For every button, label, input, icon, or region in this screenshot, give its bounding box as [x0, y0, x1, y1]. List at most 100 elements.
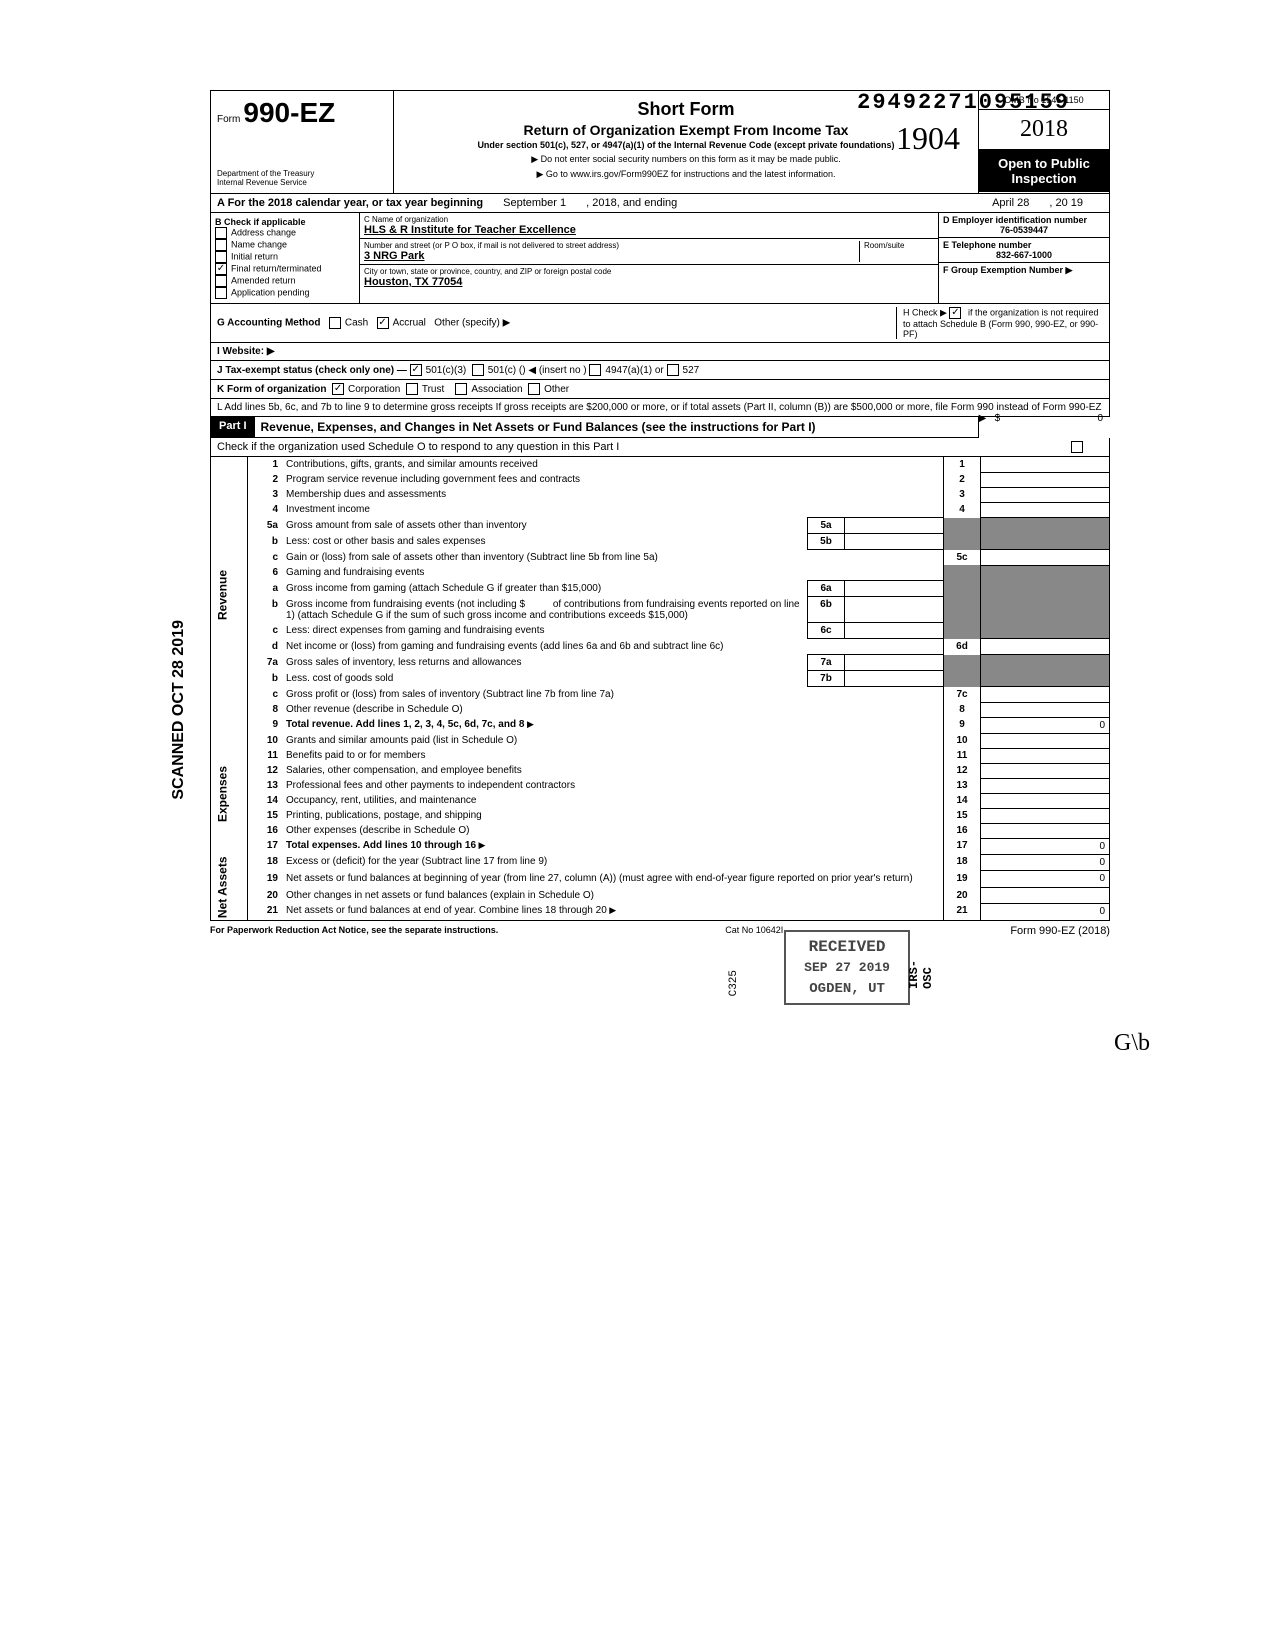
line-5c: Gain or (loss) from sale of assets other…: [282, 550, 944, 566]
chk-4947[interactable]: [589, 364, 601, 376]
chk-amended-label: Amended return: [231, 275, 296, 285]
org-name-label: C Name of organization: [364, 215, 934, 224]
line-19: Net assets or fund balances at beginning…: [282, 871, 944, 888]
value-19: 0: [981, 871, 1110, 888]
chk-501c-label: 501(c) (: [488, 365, 522, 376]
section-b: B Check if applicable Address change Nam…: [211, 213, 360, 303]
side-net-assets: Net Assets: [211, 854, 248, 920]
chk-corp[interactable]: [332, 383, 344, 395]
line-20: Other changes in net assets or fund bala…: [282, 888, 944, 904]
chk-assoc-label: Association: [471, 384, 522, 395]
form-number: 990-EZ: [243, 97, 335, 128]
line-3: Membership dues and assessments: [282, 487, 944, 502]
chk-name[interactable]: [215, 239, 227, 251]
line-l-text: L Add lines 5b, 6c, and 7b to line 9 to …: [217, 402, 1102, 413]
line-16: Other expenses (describe in Schedule O): [282, 823, 944, 838]
city-value: Houston, TX 77054: [364, 276, 934, 288]
part1-table: Revenue 1Contributions, gifts, grants, a…: [210, 457, 1110, 921]
line-18: Excess or (deficit) for the year (Subtra…: [282, 854, 944, 871]
addr-label: Number and street (or P O box, if mail i…: [364, 241, 859, 250]
part1-check-label: Check if the organization used Schedule …: [217, 441, 619, 453]
accounting-other: Other (specify) ▶: [434, 318, 510, 329]
line-14: Occupancy, rent, utilities, and maintena…: [282, 793, 944, 808]
side-revenue: Revenue: [211, 457, 248, 733]
section-def: D Employer identification number 76-0539…: [939, 213, 1109, 303]
chk-other-org[interactable]: [528, 383, 540, 395]
chk-501c3-label: 501(c)(3): [426, 365, 467, 376]
line-12: Salaries, other compensation, and employ…: [282, 763, 944, 778]
line-7b: Less. cost of goods sold: [282, 671, 808, 687]
part1-title: Revenue, Expenses, and Changes in Net As…: [255, 417, 822, 437]
chk-schedule-o[interactable]: [1071, 441, 1083, 453]
line-a-begin: September 1: [503, 197, 566, 209]
line-k-label: K Form of organization: [217, 384, 326, 395]
insert-no: ) ◀ (insert no ): [522, 365, 586, 376]
line-a-end-year: , 20 19: [1049, 197, 1083, 209]
part1-label: Part I: [211, 417, 255, 437]
chk-527[interactable]: [667, 364, 679, 376]
line-13: Professional fees and other payments to …: [282, 778, 944, 793]
chk-trust-label: Trust: [422, 384, 444, 395]
chk-trust[interactable]: [406, 383, 418, 395]
department-label: Department of the Treasury Internal Reve…: [217, 169, 387, 187]
org-name: HLS & R Institute for Teacher Excellence: [364, 224, 934, 236]
chk-527-label: 527: [683, 365, 700, 376]
tax-year: 2018: [979, 110, 1109, 150]
line-6: Gaming and fundraising events: [282, 565, 944, 581]
received-stamp: RECEIVED SEP 27 2019 OGDEN, UT: [784, 930, 910, 1005]
stamp-date: SEP 27 2019: [804, 960, 890, 975]
line-k: K Form of organization Corporation Trust…: [210, 380, 1110, 399]
line-1: Contributions, gifts, grants, and simila…: [282, 457, 944, 472]
open-public-label: Open to Public Inspection: [979, 150, 1109, 192]
footer-mid: Cat No 10642I: [725, 925, 783, 937]
line-5a: Gross amount from sale of assets other t…: [282, 518, 808, 534]
handwritten-number: 1904: [896, 120, 960, 157]
part1-check-row: Check if the organization used Schedule …: [210, 438, 1110, 457]
footer-left: For Paperwork Reduction Act Notice, see …: [210, 925, 498, 937]
line-6a: Gross income from gaming (attach Schedul…: [282, 581, 808, 597]
scanned-stamp: SCANNED OCT 28 2019: [170, 620, 188, 800]
ssn-warning: ▶ Do not enter social security numbers o…: [400, 154, 972, 165]
footer-right: Form 990-EZ (2018): [1010, 925, 1110, 937]
website-label: I Website: ▶: [217, 346, 275, 357]
room-label: Room/suite: [864, 241, 934, 250]
value-17: 0: [981, 838, 1110, 854]
chk-amended[interactable]: [215, 275, 227, 287]
ein-label: D Employer identification number: [943, 215, 1087, 225]
line-7a: Gross sales of inventory, less returns a…: [282, 655, 808, 671]
line-5b: Less: cost or other basis and sales expe…: [282, 534, 808, 550]
chk-accrual[interactable]: [377, 317, 389, 329]
chk-initial[interactable]: [215, 251, 227, 263]
line-l: L Add lines 5b, 6c, and 7b to line 9 to …: [210, 399, 1110, 417]
chk-address[interactable]: [215, 227, 227, 239]
chk-final[interactable]: [215, 263, 227, 275]
value-9: 0: [981, 717, 1110, 733]
line-a-label: A For the 2018 calendar year, or tax yea…: [217, 197, 483, 209]
section-b-label: B Check if applicable: [215, 217, 306, 227]
line-6d: Net income or (loss) from gaming and fun…: [282, 639, 944, 655]
chk-assoc[interactable]: [455, 383, 467, 395]
title-under: Under section 501(c), 527, or 4947(a)(1)…: [400, 140, 972, 150]
value-21: 0: [981, 903, 1110, 920]
line-9: Total revenue. Add lines 1, 2, 3, 4, 5c,…: [286, 719, 524, 730]
line-15: Printing, publications, postage, and shi…: [282, 808, 944, 823]
chk-schedule-b[interactable]: [949, 307, 961, 319]
chk-501c3[interactable]: [410, 364, 422, 376]
chk-pending[interactable]: [215, 287, 227, 299]
chk-501c[interactable]: [472, 364, 484, 376]
line-i: I Website: ▶: [210, 343, 1110, 361]
line-l-dollar: $: [995, 413, 1001, 424]
chk-cash[interactable]: [329, 317, 341, 329]
addr-value: 3 NRG Park: [364, 250, 859, 262]
line-6c: Less: direct expenses from gaming and fu…: [282, 623, 808, 639]
line-11: Benefits paid to or for members: [282, 748, 944, 763]
line-j-label: J Tax-exempt status (check only one) —: [217, 365, 407, 376]
tel-value: 832-667-1000: [943, 250, 1105, 260]
c325-stamp: C325: [728, 970, 740, 996]
line-7c: Gross profit or (loss) from sales of inv…: [282, 687, 944, 703]
line-g-label: G Accounting Method: [217, 318, 321, 329]
section-c: C Name of organization HLS & R Institute…: [360, 213, 939, 303]
line-a: A For the 2018 calendar year, or tax yea…: [210, 194, 1110, 213]
part1-header: Part I Revenue, Expenses, and Changes in…: [210, 417, 979, 438]
ein-value: 76-0539447: [943, 225, 1105, 235]
